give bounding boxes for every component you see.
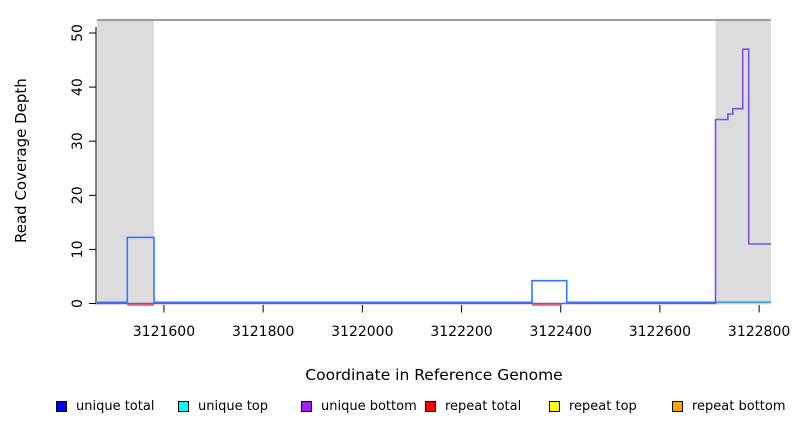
legend-item-label: repeat total [445, 398, 522, 414]
x-tick-label: 3122600 [629, 324, 691, 340]
legend-item-label: unique total [76, 398, 155, 414]
x-tick-label: 3122200 [430, 324, 492, 340]
y-tick-label: 0 [70, 299, 86, 308]
shaded-repeat-region [97, 20, 155, 305]
unique-total-swatch-icon [56, 400, 67, 412]
y-tick-label: 10 [70, 240, 86, 258]
x-tick-label: 3122400 [530, 324, 592, 340]
x-tick-label: 3122800 [728, 324, 790, 340]
repeat-top-swatch-icon [549, 400, 560, 412]
legend-item-label: repeat top [569, 398, 637, 414]
y-tick-label: 20 [70, 186, 86, 204]
series-unique-total [97, 236, 771, 304]
x-tick-label: 3121600 [133, 324, 195, 340]
repeat-total-swatch-icon [425, 400, 436, 412]
x-tick-label: 3122000 [331, 324, 393, 340]
y-tick-label: 50 [70, 24, 86, 42]
repeat-bottom-swatch-icon [672, 400, 683, 412]
series-unique-bottom [97, 48, 771, 305]
y-tick-label: 30 [70, 132, 86, 150]
x-axis-label: Coordinate in Reference Genome [305, 366, 563, 384]
legend-item-unique-total: unique total [56, 397, 154, 415]
legend-item-label: unique bottom [321, 398, 417, 414]
legend-item-label: repeat bottom [692, 398, 786, 414]
unique-top-swatch-icon [178, 400, 189, 412]
legend-item-label: unique top [198, 398, 269, 414]
x-tick-label: 3121800 [232, 324, 294, 340]
legend-item-repeat-top: repeat top [549, 397, 637, 415]
y-tick-label: 40 [70, 78, 86, 96]
legend-item-unique-bottom: unique bottom [301, 397, 417, 415]
unique-bottom-swatch-icon [301, 400, 312, 412]
legend-item-repeat-total: repeat total [425, 397, 521, 415]
legend-item-unique-top: unique top [178, 397, 268, 415]
legend-item-repeat-bottom: repeat bottom [672, 397, 786, 415]
y-axis-label: Read Coverage Depth [12, 78, 30, 243]
legend: unique total unique top unique bottom re… [0, 397, 792, 421]
